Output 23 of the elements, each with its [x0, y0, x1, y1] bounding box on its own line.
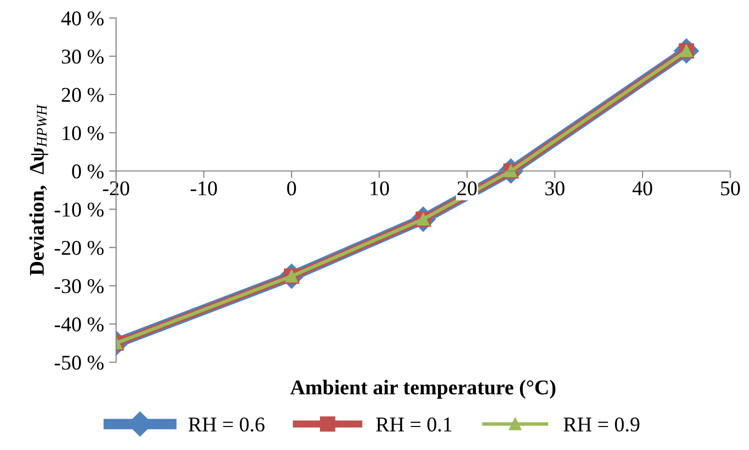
x-tick-label: -20	[102, 181, 130, 196]
y-tick-label: -10 %	[54, 202, 104, 217]
x-tick-label: 0	[287, 181, 296, 196]
x-tick-label: 40	[632, 181, 652, 196]
y-tick-label: -30 %	[54, 279, 104, 294]
legend-label: RH = 0.1	[376, 417, 452, 432]
x-tick-label: 30	[545, 181, 564, 196]
y-tick-label: -20 %	[54, 240, 104, 255]
x-tick-label: 50	[721, 181, 740, 196]
x-tick-label: 10	[370, 181, 389, 196]
y-tick-label: -50 %	[54, 356, 104, 370]
y-tick-label: -40 %	[54, 317, 104, 332]
y-tick-label: 0 %	[72, 164, 104, 178]
y-axis-title: Deviation, Δψ$_{HPWH}$	[29, 104, 48, 276]
x-tick-label: -10	[190, 181, 217, 196]
x-tick-label: 20	[458, 181, 477, 196]
legend-label: RH = 0.9	[564, 417, 640, 432]
legend-label: RH = 0.6	[188, 417, 264, 432]
x-axis-title: Ambient air temperature (°C)	[290, 380, 556, 399]
y-tick-label: 30 %	[62, 50, 104, 64]
y-tick-label: 10 %	[62, 126, 104, 140]
y-tick-label: 20 %	[62, 88, 104, 102]
y-tick-label: 40 %	[61, 11, 104, 26]
